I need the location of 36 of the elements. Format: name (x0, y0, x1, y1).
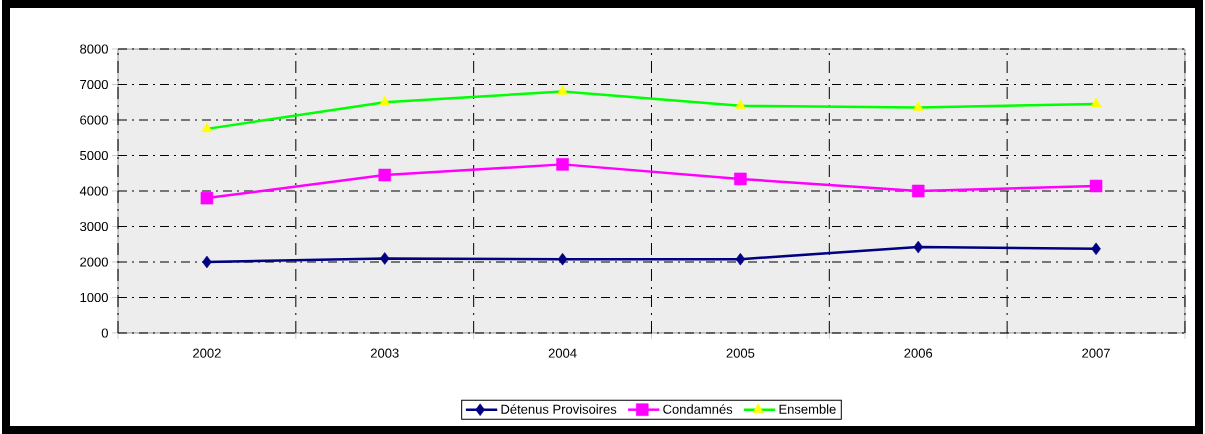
y-tick-label: 2000 (80, 257, 108, 267)
y-tick-label: 3000 (80, 221, 108, 232)
point (378, 168, 391, 182)
y-tick-label: 1000 (80, 292, 108, 303)
point (1091, 242, 1101, 256)
legend-label: Ensemble (779, 404, 836, 414)
point (556, 158, 569, 171)
point (734, 172, 747, 186)
point (1090, 97, 1102, 108)
point (200, 191, 214, 205)
y-tick-label: 7000 (80, 79, 108, 90)
legend-label: Détenus Provisoires (501, 404, 617, 414)
point (912, 101, 924, 111)
y-tick-label: 5000 (80, 150, 108, 161)
x-tick-label: 2007 (1082, 348, 1110, 358)
point (911, 184, 925, 198)
y-tick-label: 6000 (80, 115, 108, 125)
y-tick-label: 8000 (80, 44, 108, 54)
point (735, 252, 746, 266)
point (557, 252, 568, 266)
x-tick-label: 2006 (904, 348, 933, 358)
x-tick-label: 2002 (193, 348, 221, 358)
x-tick-label: 2005 (726, 348, 755, 358)
y-tick-label: 0 (101, 328, 108, 338)
point (379, 96, 391, 106)
point (913, 240, 923, 254)
legend-label: Condamnés (663, 404, 733, 414)
point (734, 99, 746, 110)
point (1089, 179, 1103, 193)
y-tick-label: 4000 (79, 186, 108, 196)
point (201, 122, 213, 133)
x-tick-label: 2003 (370, 348, 399, 358)
x-tick-label: 2004 (548, 348, 577, 358)
point (379, 252, 390, 265)
point (202, 255, 212, 269)
point (557, 85, 569, 95)
